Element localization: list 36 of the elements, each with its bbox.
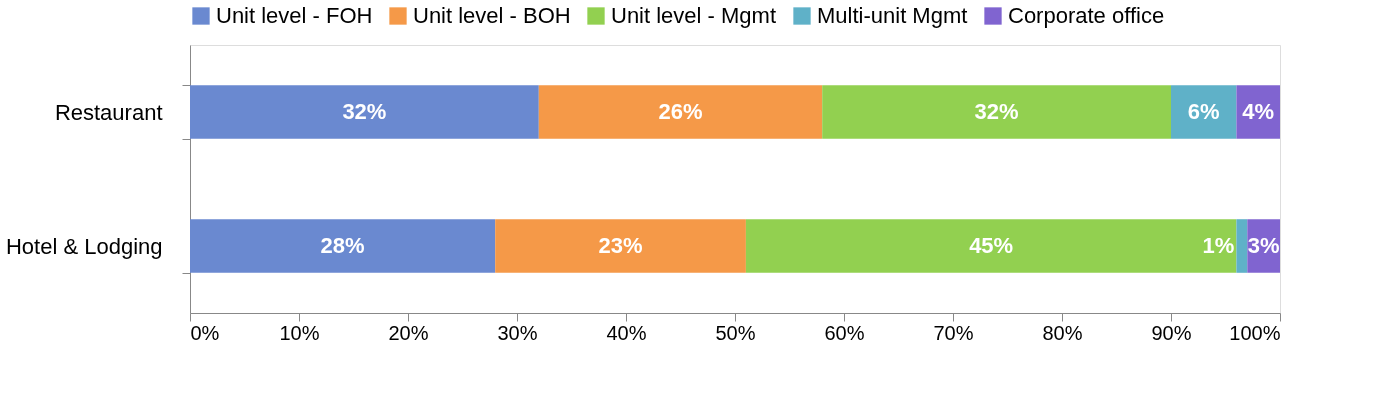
data-label: 3% (1247, 233, 1280, 258)
data-label: 45% (969, 233, 1014, 258)
bar (538, 85, 823, 139)
legend-label: Corporate office (1008, 3, 1165, 28)
data-label: 6% (1187, 99, 1220, 124)
bar (1171, 85, 1237, 139)
data-label: 26% (658, 99, 703, 124)
bar (190, 219, 496, 273)
data-label: 28% (320, 233, 365, 258)
x-tick-label: 20% (388, 321, 429, 344)
legend-label: Unit level - BOH (413, 3, 571, 28)
bar (495, 219, 746, 273)
data-label: 1% (1202, 233, 1235, 258)
x-tick-label: 90% (1151, 321, 1192, 344)
legend-label: Multi-unit Mgmt (817, 3, 968, 28)
x-tick-label: 80% (1042, 321, 1083, 344)
data-label: 32% (974, 99, 1019, 124)
legend-label: Unit level - Mgmt (611, 3, 777, 28)
x-tick-label: 30% (497, 321, 538, 344)
x-tick-label: 100% (1229, 321, 1281, 344)
bar (745, 219, 1237, 273)
y-tick-label: Hotel & Lodging (5, 233, 163, 259)
bar (1236, 219, 1248, 273)
bar (822, 85, 1171, 139)
bar (190, 85, 539, 139)
data-label: 23% (598, 233, 643, 258)
x-tick-label: 50% (715, 321, 756, 344)
y-tick-label: Restaurant (54, 99, 163, 125)
data-label: 32% (342, 99, 387, 124)
x-tick-label: 10% (279, 321, 320, 344)
x-tick-label: 0% (190, 321, 220, 344)
x-tick-label: 40% (606, 321, 647, 344)
x-tick-label: 70% (933, 321, 974, 344)
legend-label: Unit level - FOH (216, 3, 373, 28)
x-tick-label: 60% (824, 321, 865, 344)
data-label: 4% (1242, 99, 1275, 124)
